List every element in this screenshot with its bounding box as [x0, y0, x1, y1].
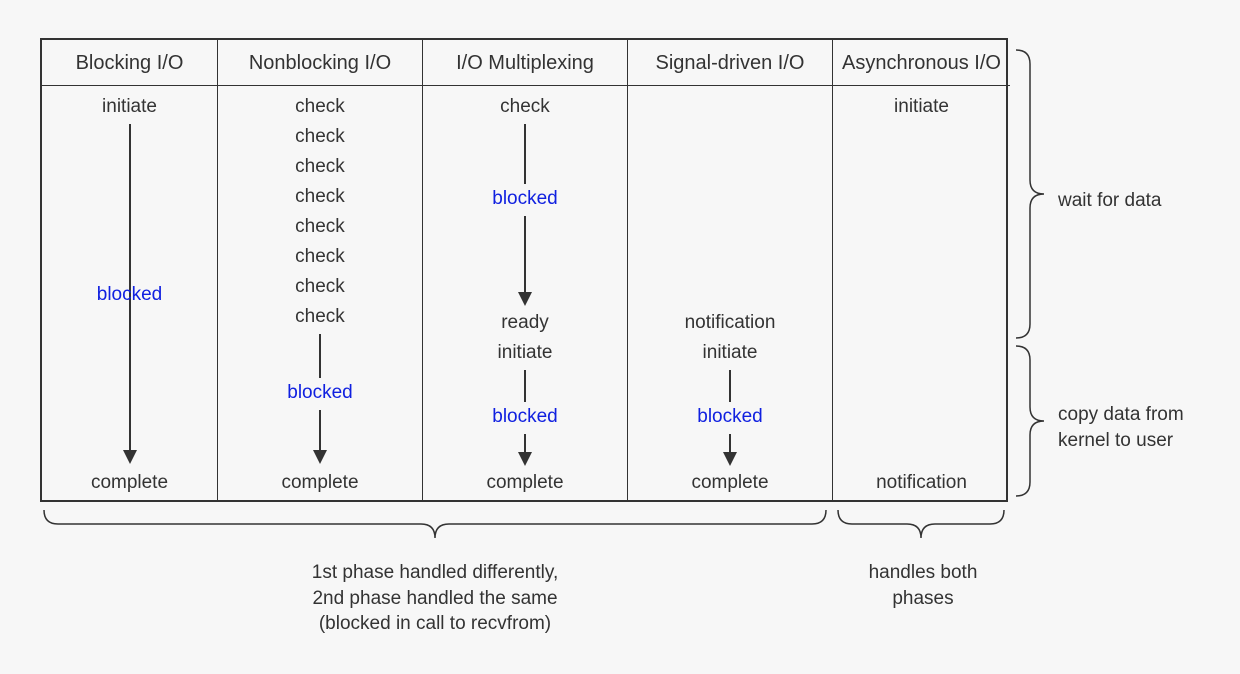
brace-right-phase2: [0, 0, 1240, 674]
caption-phase2: copy data fromkernel to user: [1058, 402, 1184, 453]
